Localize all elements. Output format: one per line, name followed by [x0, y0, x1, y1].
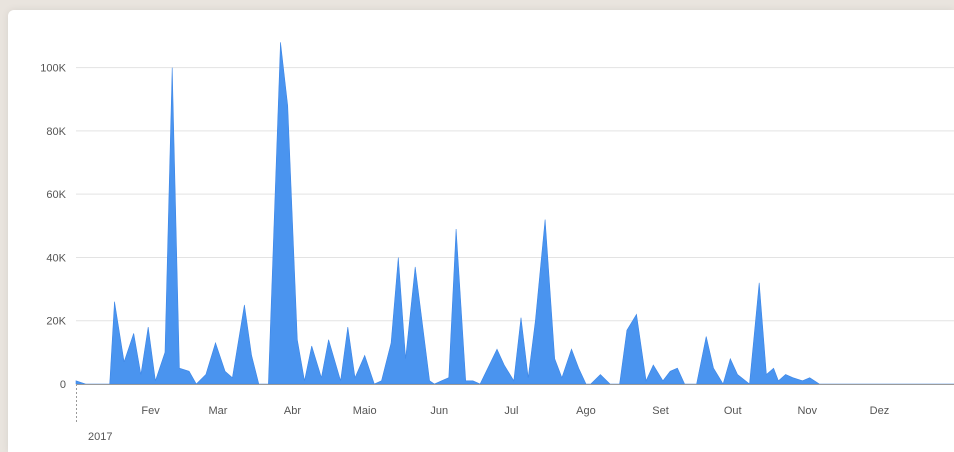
y-tick-label: 100K [40, 63, 66, 75]
x-tick-label: Maio [353, 405, 377, 417]
y-tick-label: 60K [46, 189, 66, 201]
y-tick-label: 40K [46, 252, 66, 264]
x-tick-label: Ago [576, 405, 596, 417]
x-tick-label: Mar [208, 405, 227, 417]
x-tick-labels: Fev Mar Abr Maio Jun Jul Ago Set Out Nov Dez [141, 405, 889, 417]
x-tick-label: Set [652, 405, 669, 417]
y-tick-label: 80K [46, 126, 66, 138]
axes [76, 384, 954, 424]
chart-card: 0 20K 40K 60K 80K 100K Fev Mar Abr Maio Jun Jul Ago… [8, 10, 954, 452]
year-label: 2017 [88, 431, 112, 443]
x-tick-label: Nov [797, 405, 817, 417]
y-tick-label: 0 [60, 379, 66, 391]
y-tick-label: 20K [46, 316, 66, 328]
series-area-path [75, 42, 954, 385]
x-tick-label: Jul [504, 405, 518, 417]
x-tick-label: Out [724, 405, 742, 417]
x-tick-label: Fev [141, 405, 160, 417]
x-tick-label: Jun [430, 405, 448, 417]
area-chart: 0 20K 40K 60K 80K 100K Fev Mar Abr Maio Jun Jul Ago… [40, 42, 954, 443]
series-area [75, 42, 954, 385]
x-tick-label: Abr [284, 405, 301, 417]
grid-lines [76, 67, 954, 322]
x-tick-label: Dez [870, 405, 890, 417]
y-tick-labels: 0 20K 40K 60K 80K 100K [40, 63, 66, 391]
